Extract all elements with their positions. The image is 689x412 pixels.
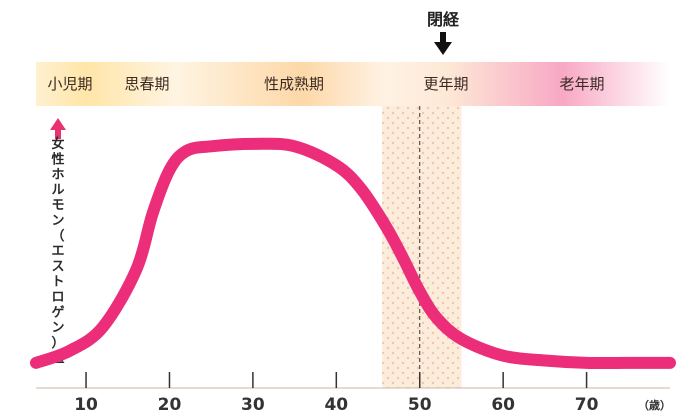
- plot-panel: [36, 58, 670, 388]
- life-stage-bar: [36, 62, 670, 106]
- x-tick-label: 20: [158, 395, 182, 412]
- stage-label-childhood: 小児期: [47, 75, 92, 93]
- x-axis-ticks: 10 20 30 40 50 60 70: [74, 372, 599, 412]
- menopause-label: 閉経: [427, 10, 460, 29]
- y-axis-arrow-icon: [50, 118, 66, 139]
- x-tick-label: 30: [241, 395, 265, 412]
- x-tick-label: 50: [408, 395, 432, 412]
- stage-label-senescence: 老年期: [559, 75, 604, 93]
- x-axis-unit-label: （歳）: [638, 398, 671, 412]
- series-line: [30, 137, 676, 370]
- y-axis-label: 女性ホルモン（エストロゲン）量: [51, 136, 64, 366]
- stage-label-menopause: 更年期: [423, 75, 468, 93]
- x-tick-label: 60: [491, 395, 515, 412]
- x-tick-label: 10: [74, 395, 98, 412]
- menopause-arrow-icon: [434, 32, 452, 55]
- stage-label-maturity: 性成熟期: [264, 75, 324, 93]
- stage-label-puberty: 思春期: [124, 75, 169, 93]
- x-tick-label: 70: [575, 395, 599, 412]
- x-tick-label: 40: [324, 395, 348, 412]
